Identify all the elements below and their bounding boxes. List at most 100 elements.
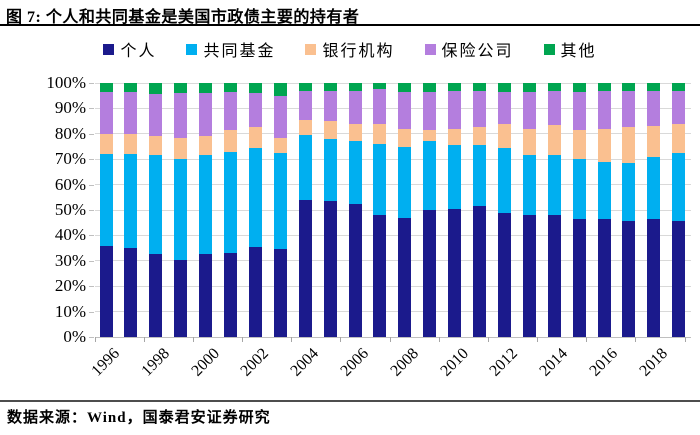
bar-segment: [398, 83, 412, 92]
bar-segment: [547, 83, 561, 91]
bar-segment: [622, 90, 636, 128]
bar-segment: [647, 90, 661, 127]
y-tick-mark: [89, 311, 94, 313]
bar-1998: [149, 83, 163, 337]
gridline: [95, 311, 691, 313]
bar-segment: [647, 218, 661, 337]
bar-segment: [473, 90, 486, 128]
gridline: [95, 107, 691, 109]
gridline: [95, 234, 691, 236]
bar-2010: [448, 83, 462, 337]
bar-segment: [323, 121, 337, 139]
bar-segment: [348, 123, 362, 142]
bar-segment: [373, 143, 387, 216]
legend-swatch-icon: [305, 43, 317, 55]
bar-segment: [348, 203, 362, 337]
bar-segment: [323, 138, 337, 202]
bar-segment: [423, 210, 437, 337]
bar-segment: [124, 248, 138, 337]
gridline: [95, 133, 691, 135]
x-tick-label: 2000: [187, 345, 223, 380]
bar-segment: [273, 83, 287, 96]
x-tick-mark: [291, 337, 293, 342]
bar-segment: [398, 146, 412, 218]
bar-segment: [224, 253, 237, 337]
bar-segment: [323, 83, 337, 91]
legend-swatch-icon: [103, 43, 115, 55]
bar-2005: [323, 83, 337, 337]
bar-segment: [224, 91, 237, 131]
bar-segment: [298, 119, 312, 136]
y-tick-label: 90%: [54, 98, 86, 118]
legend-label: 保险公司: [441, 43, 514, 60]
x-tick-mark: [340, 337, 342, 342]
bar-segment: [647, 126, 661, 157]
y-tick-mark: [89, 260, 94, 262]
figure-title: 图 7: 个人和共同基金是美国市政债主要的持有者: [6, 9, 360, 26]
bar-2011: [473, 83, 486, 337]
legend-item-individual: 个人: [103, 37, 156, 61]
bar-segment: [149, 254, 163, 337]
stacked-bar-plot-area: [94, 82, 691, 342]
bar-segment: [323, 201, 337, 337]
bar-segment: [522, 215, 536, 337]
y-tick-label: 50%: [54, 200, 86, 219]
bar-2003: [273, 83, 287, 337]
data-source: 数据来源：Wind，国泰君安证券研究: [7, 410, 271, 426]
bar-segment: [448, 83, 462, 91]
x-tick-mark: [438, 337, 440, 342]
bar-segment: [149, 155, 163, 255]
gridline: [95, 260, 691, 262]
bar-segment: [224, 130, 237, 152]
y-tick-mark: [89, 133, 94, 135]
bar-segment: [572, 130, 586, 160]
bar-segment: [174, 259, 188, 337]
legend-label: 其他: [560, 43, 597, 60]
bar-2013: [522, 83, 536, 337]
bar-segment: [423, 130, 437, 142]
bar-segment: [99, 133, 113, 155]
legend-item-other: 其他: [543, 37, 597, 61]
bar-segment: [522, 83, 536, 92]
bar-2012: [497, 83, 511, 337]
bar-segment: [597, 218, 611, 337]
bar-segment: [99, 83, 113, 92]
bar-segment: [248, 127, 262, 148]
x-tick-mark: [192, 337, 194, 342]
y-tick-mark: [89, 210, 94, 211]
gridline: [95, 82, 691, 84]
bar-segment: [597, 128, 611, 162]
bar-2014: [547, 83, 561, 337]
bar-segment: [672, 152, 686, 222]
x-tick-label: 1998: [138, 345, 173, 380]
bar-segment: [348, 141, 362, 204]
x-tick-label: 2014: [536, 345, 572, 380]
bar-segment: [423, 91, 437, 130]
y-tick-mark: [89, 286, 94, 288]
y-tick-label: 30%: [54, 250, 86, 270]
bar-segment: [248, 83, 262, 94]
bar-segment: [622, 83, 636, 91]
bar-segment: [448, 128, 462, 146]
x-tick-mark: [635, 337, 637, 342]
bar-segment: [522, 155, 536, 216]
bar-segment: [199, 83, 213, 94]
x-tick-mark: [143, 337, 145, 342]
bar-segment: [497, 91, 511, 124]
bar-segment: [448, 90, 462, 129]
bar-segment: [248, 93, 262, 128]
bar-segment: [273, 95, 287, 138]
bar-segment: [149, 94, 163, 137]
bar-1997: [124, 83, 138, 337]
gridline: [95, 285, 691, 287]
bar-segment: [298, 90, 312, 120]
bar-segment: [124, 154, 138, 249]
y-tick-mark: [89, 108, 94, 110]
bar-segment: [99, 154, 113, 246]
gridline: [95, 158, 691, 160]
bar-segment: [448, 208, 462, 337]
bar-segment: [423, 83, 437, 92]
bar-segment: [448, 145, 462, 209]
x-tick-label: 2016: [586, 345, 622, 380]
